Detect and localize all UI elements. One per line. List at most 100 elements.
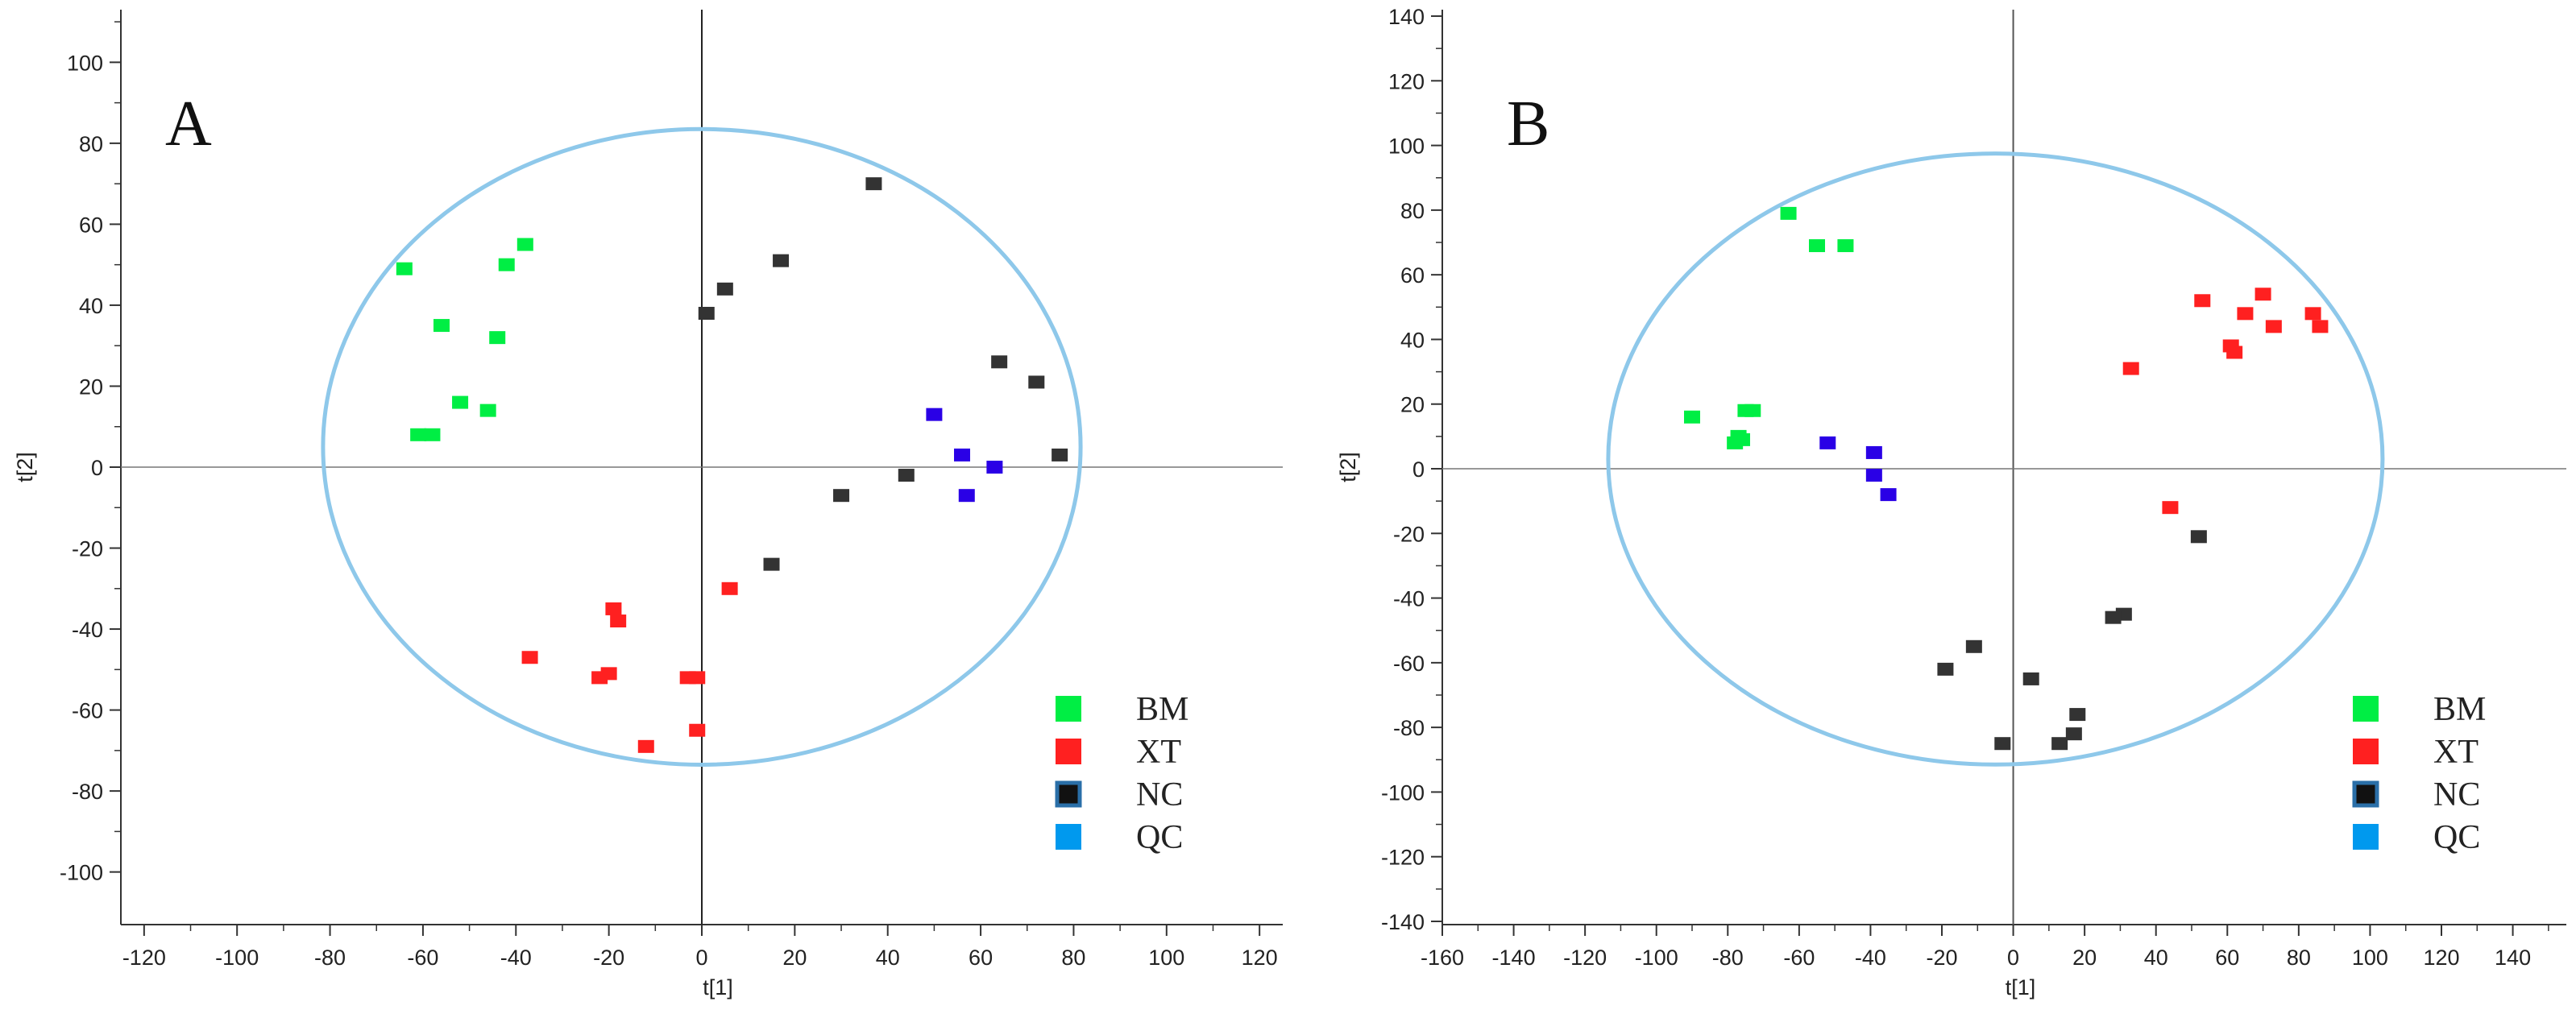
data-point-xt	[2237, 307, 2254, 321]
confidence-ellipse	[1606, 151, 2385, 767]
series-nc	[1937, 530, 2207, 751]
panel-label: A	[165, 89, 212, 159]
y-tick-label: 120	[1388, 69, 1425, 93]
data-point-bm	[1744, 404, 1761, 417]
data-point-xt	[610, 615, 627, 628]
data-point-nc	[2190, 530, 2207, 544]
y-tick-label: -80	[1393, 716, 1425, 740]
y-axis-title: t[2]	[13, 452, 37, 482]
data-point-qc	[1819, 436, 1836, 449]
x-tick-label: -20	[1926, 946, 1957, 970]
series-bm	[1684, 206, 1854, 449]
data-point-bm	[410, 428, 427, 441]
data-point-nc	[1052, 448, 1068, 461]
y-tick-label: 20	[1400, 393, 1425, 417]
legend-label-xt: XT	[2433, 734, 2479, 771]
legend-swatch-qc	[1056, 824, 1081, 850]
x-tick-label: 40	[2144, 946, 2168, 970]
data-point-xt	[2304, 307, 2321, 321]
data-point-xt	[605, 602, 622, 615]
y-tick-label: -60	[72, 699, 103, 723]
chart-panel-b: -160 -140 -120 -100 -80 -60 -40 -20 0 20 40 60 80 100…	[1336, 5, 2566, 1000]
y-tick-label: -60	[1393, 652, 1425, 676]
data-point-xt	[2194, 294, 2211, 308]
legend-label-qc: QC	[2433, 819, 2480, 856]
y-tick-label: 80	[79, 132, 103, 156]
y-tick-label: -140	[1381, 910, 1425, 934]
y-tick-label: 140	[1388, 5, 1425, 29]
x-tick-label: 40	[876, 946, 900, 970]
legend: BM XT NC QC	[1055, 691, 1188, 856]
x-tick-label: -100	[1635, 946, 1678, 970]
x-tick-label: 140	[2495, 946, 2531, 970]
x-tick-label: 0	[695, 946, 707, 970]
data-point-nc	[2065, 727, 2082, 741]
data-point-nc	[1994, 737, 2011, 751]
legend-label-nc: NC	[2433, 776, 2480, 813]
y-tick-label: 100	[67, 51, 103, 75]
x-tick-label: 60	[969, 946, 993, 970]
data-point-qc	[1865, 469, 1882, 482]
data-point-nc	[2105, 610, 2122, 624]
y-tick-label: -20	[1393, 522, 1425, 546]
x-tick-label: -80	[314, 946, 346, 970]
data-point-xt	[637, 739, 654, 753]
data-point-nc	[716, 282, 733, 296]
y-tick-label: 60	[79, 213, 103, 237]
x-tick-label: -140	[1492, 946, 1536, 970]
x-tick-label: -120	[1563, 946, 1607, 970]
x-tick-label: -100	[215, 946, 259, 970]
y-tick-label: -100	[1381, 780, 1425, 805]
series-bm	[396, 238, 533, 441]
data-point-xt	[2255, 288, 2271, 301]
x-tick-label: 100	[1148, 946, 1184, 970]
y-tick-label: 0	[91, 456, 103, 480]
data-point-bm	[516, 238, 533, 251]
data-point-bm	[1734, 433, 1750, 446]
data-point-qc	[1880, 488, 1897, 502]
x-tick-label: 80	[2287, 946, 2311, 970]
data-point-bm	[498, 258, 515, 271]
data-point-bm	[1837, 239, 1854, 253]
x-tick-label: -160	[1421, 946, 1464, 970]
confidence-ellipse	[321, 126, 1083, 767]
x-tick-label: 100	[2352, 946, 2388, 970]
chart-panel-a: -120 -100 -80 -60 -40 -20 0 20 40 60 80 100 120 -100 -…	[13, 10, 1283, 1000]
x-tick-label: 80	[1061, 946, 1085, 970]
data-point-xt	[521, 651, 538, 664]
x-tick-label: -20	[593, 946, 624, 970]
legend: BM XT NC QC	[2352, 691, 2486, 856]
data-point-qc	[954, 448, 971, 461]
data-point-nc	[698, 306, 715, 320]
data-point-qc	[926, 408, 943, 421]
x-tick-label: 60	[2215, 946, 2239, 970]
y-tick-label: -20	[72, 537, 103, 561]
data-point-xt	[600, 667, 617, 681]
data-point-xt	[689, 671, 706, 685]
data-point-nc	[1028, 375, 1045, 389]
legend-swatch-xt	[1056, 739, 1081, 764]
x-tick-label: -40	[1855, 946, 1886, 970]
data-point-xt	[2265, 320, 2282, 333]
data-point-xt	[721, 581, 738, 595]
data-point-nc	[2051, 737, 2068, 751]
data-point-xt	[2162, 501, 2179, 515]
data-point-bm	[489, 331, 506, 345]
data-point-xt	[2226, 346, 2243, 359]
data-point-bm	[424, 428, 441, 441]
legend-swatch-qc	[2353, 824, 2379, 850]
legend-label-bm: BM	[1136, 691, 1188, 728]
series-nc	[698, 177, 1068, 571]
data-point-xt	[689, 723, 706, 737]
panel-label: B	[1507, 89, 1549, 159]
x-tick-label: 120	[2423, 946, 2459, 970]
legend-swatch-xt	[2353, 739, 2379, 764]
legend-label-qc: QC	[1136, 819, 1183, 856]
y-tick-label: 60	[1400, 263, 1425, 288]
x-tick-label: -80	[1712, 946, 1744, 970]
series-xt	[2122, 288, 2329, 515]
x-axis-title: t[1]	[2006, 975, 2036, 1000]
y-tick-label: 40	[1400, 328, 1425, 352]
data-point-nc	[1965, 639, 1982, 653]
